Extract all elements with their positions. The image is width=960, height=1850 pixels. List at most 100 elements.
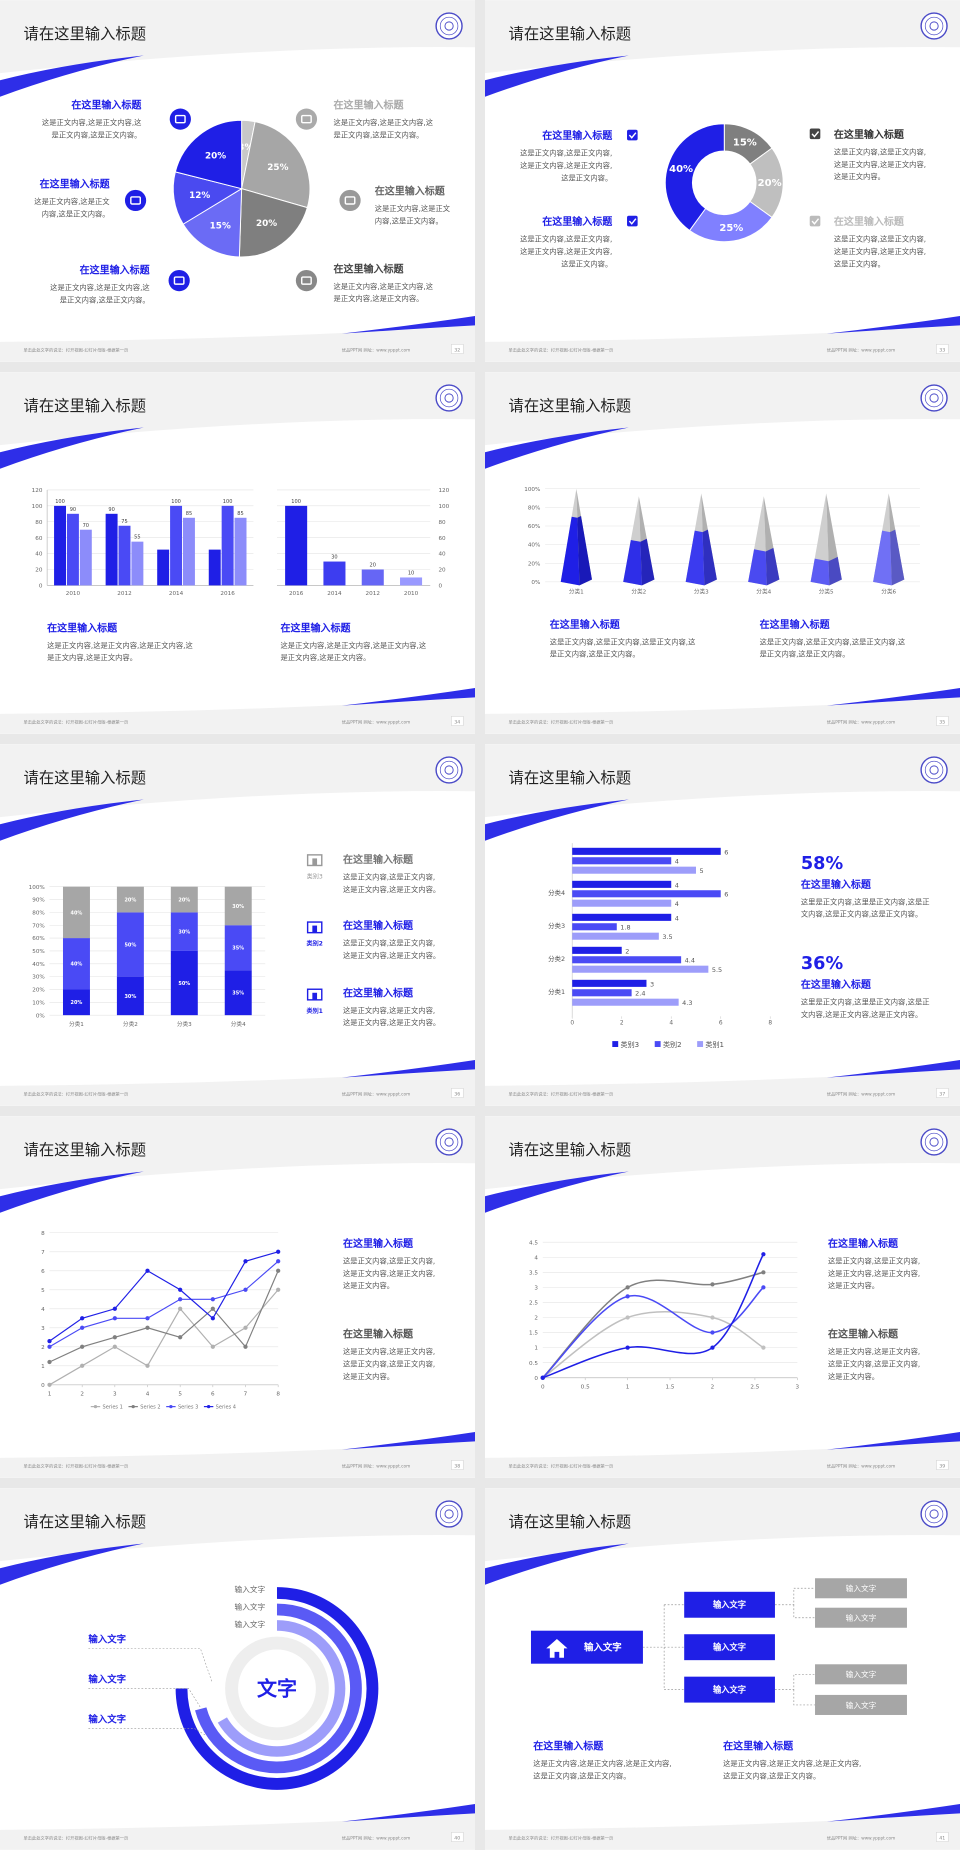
header-band xyxy=(0,744,475,818)
data-label: 4 xyxy=(675,914,679,922)
icon-glyph xyxy=(301,276,312,285)
block-title: 在这里输入标题 xyxy=(47,621,118,634)
footer-band xyxy=(0,697,475,734)
data-label: 100 xyxy=(171,499,181,505)
footer-site: 优品PPT网 网址：www.ypppt.com xyxy=(342,1462,410,1469)
block-text: 这是正文内容,这是正文内容,这是正文内容,这 xyxy=(760,637,906,646)
bar xyxy=(105,513,118,586)
bar xyxy=(234,517,247,586)
footer-note: 单击此处文字的说法：打开视图-幻灯片母版-根据第一页 xyxy=(509,346,614,353)
x-tick-label: 1 xyxy=(48,1391,52,1397)
footer-swoosh xyxy=(826,315,960,334)
header-band xyxy=(0,1488,475,1562)
y-tick-label: 40 xyxy=(35,552,43,558)
page-number: 39 xyxy=(939,1463,945,1469)
bar-segment xyxy=(170,886,198,913)
block-text: 这是正文内容,这是正文内容, xyxy=(828,1347,920,1356)
bar xyxy=(572,847,721,855)
icon-glyph xyxy=(174,114,186,124)
page-box xyxy=(936,1088,949,1098)
legend-label: Series 3 xyxy=(178,1404,198,1410)
block-title: 在这里输入标题 xyxy=(40,177,111,190)
point xyxy=(625,1345,630,1350)
icon xyxy=(295,269,318,292)
checkbox xyxy=(627,129,638,141)
block-text: 这是正文内容。 xyxy=(561,173,612,182)
block-text: 这是正文内容,这是正文内容, xyxy=(343,873,435,882)
x-tick-label: 分类3 xyxy=(694,588,709,596)
footer-swoosh xyxy=(341,1431,475,1450)
bar-segment xyxy=(224,970,252,1016)
footer-swoosh xyxy=(826,687,960,706)
point xyxy=(540,1375,545,1380)
footer-swoosh xyxy=(341,315,475,334)
footer-band xyxy=(0,325,475,362)
point xyxy=(761,1345,766,1350)
legend-label: 类别1 xyxy=(705,1040,724,1049)
block-title: 在这里输入标题 xyxy=(550,618,621,631)
pyramid-fill xyxy=(828,556,842,586)
footer-note: 单击此处文字的说法：打开视图-幻灯片母版-根据第一页 xyxy=(24,1090,129,1097)
block-text: 这是正文内容,这是正文内容,这 xyxy=(42,118,142,127)
footer-note: 单击此处文字的说法：打开视图-幻灯片母版-根据第一页 xyxy=(24,1834,129,1841)
footer-band xyxy=(485,1069,960,1106)
data-label: 70 xyxy=(83,523,89,529)
data-label: 35% xyxy=(232,991,244,997)
point xyxy=(761,1252,766,1257)
pyramid-fill xyxy=(577,515,592,586)
bar xyxy=(361,569,384,586)
block-text: 文内容,这是正文内容,这是正文内容。 xyxy=(801,910,922,919)
data-label: 20% xyxy=(205,152,226,162)
y-tick-label: 4.5 xyxy=(529,1240,538,1246)
y-tick-label: 40 xyxy=(438,552,446,558)
header-swoosh xyxy=(0,1543,144,1585)
point xyxy=(145,1363,150,1368)
bar xyxy=(572,932,659,940)
point xyxy=(710,1345,715,1350)
ring-label: 输入文字 xyxy=(235,1619,266,1629)
y-tick-label: 20 xyxy=(438,568,446,574)
page-box xyxy=(936,1460,949,1470)
logo xyxy=(444,21,454,31)
header-swoosh xyxy=(485,427,629,469)
point xyxy=(710,1315,715,1320)
icon-glyph xyxy=(344,196,356,205)
point xyxy=(145,1316,150,1321)
block-text: 这是正文内容,这是正文内容, xyxy=(520,235,612,244)
footer-site: 优品PPT网 网址：www.ypppt.com xyxy=(827,1090,895,1097)
header-band xyxy=(0,372,475,446)
data-label: 6 xyxy=(724,891,728,899)
point xyxy=(178,1297,183,1302)
legend-swatch xyxy=(93,1404,98,1409)
block-text: 文内容,这是正文内容,这是正文内容。 xyxy=(801,1010,922,1019)
data-label: 90 xyxy=(70,507,76,513)
block-text: 这是正文内容,这是正文内容, xyxy=(834,147,926,156)
block-title: 在这里输入标题 xyxy=(80,264,151,277)
data-label: 55 xyxy=(134,535,140,541)
series-line xyxy=(542,1271,764,1379)
y-tick-label: 60% xyxy=(528,524,541,530)
point xyxy=(625,1285,630,1290)
icon-glyph xyxy=(173,276,185,285)
footer-swoosh xyxy=(826,1059,960,1078)
bar-segment xyxy=(170,912,198,951)
checkbox-tick xyxy=(628,218,637,225)
root-label: 输入文字 xyxy=(584,1642,622,1654)
y-tick-label: 1 xyxy=(41,1364,45,1370)
data-label: 10 xyxy=(408,571,414,577)
x-tick-label: 分类1 xyxy=(69,1020,84,1028)
page-number: 34 xyxy=(454,719,460,725)
y-tick-label: 分类2 xyxy=(548,954,565,963)
block-text: 这是正文内容。 xyxy=(834,259,885,268)
point xyxy=(178,1287,183,1292)
block-title: 在这里输入标题 xyxy=(334,99,405,112)
x-tick-label: 分类6 xyxy=(881,588,896,596)
data-label: 4 xyxy=(675,900,679,908)
data-label: 100 xyxy=(291,499,301,505)
checkbox xyxy=(809,128,821,140)
block-title: 在这里输入标题 xyxy=(834,215,905,228)
y-tick-label: 100% xyxy=(29,885,46,891)
